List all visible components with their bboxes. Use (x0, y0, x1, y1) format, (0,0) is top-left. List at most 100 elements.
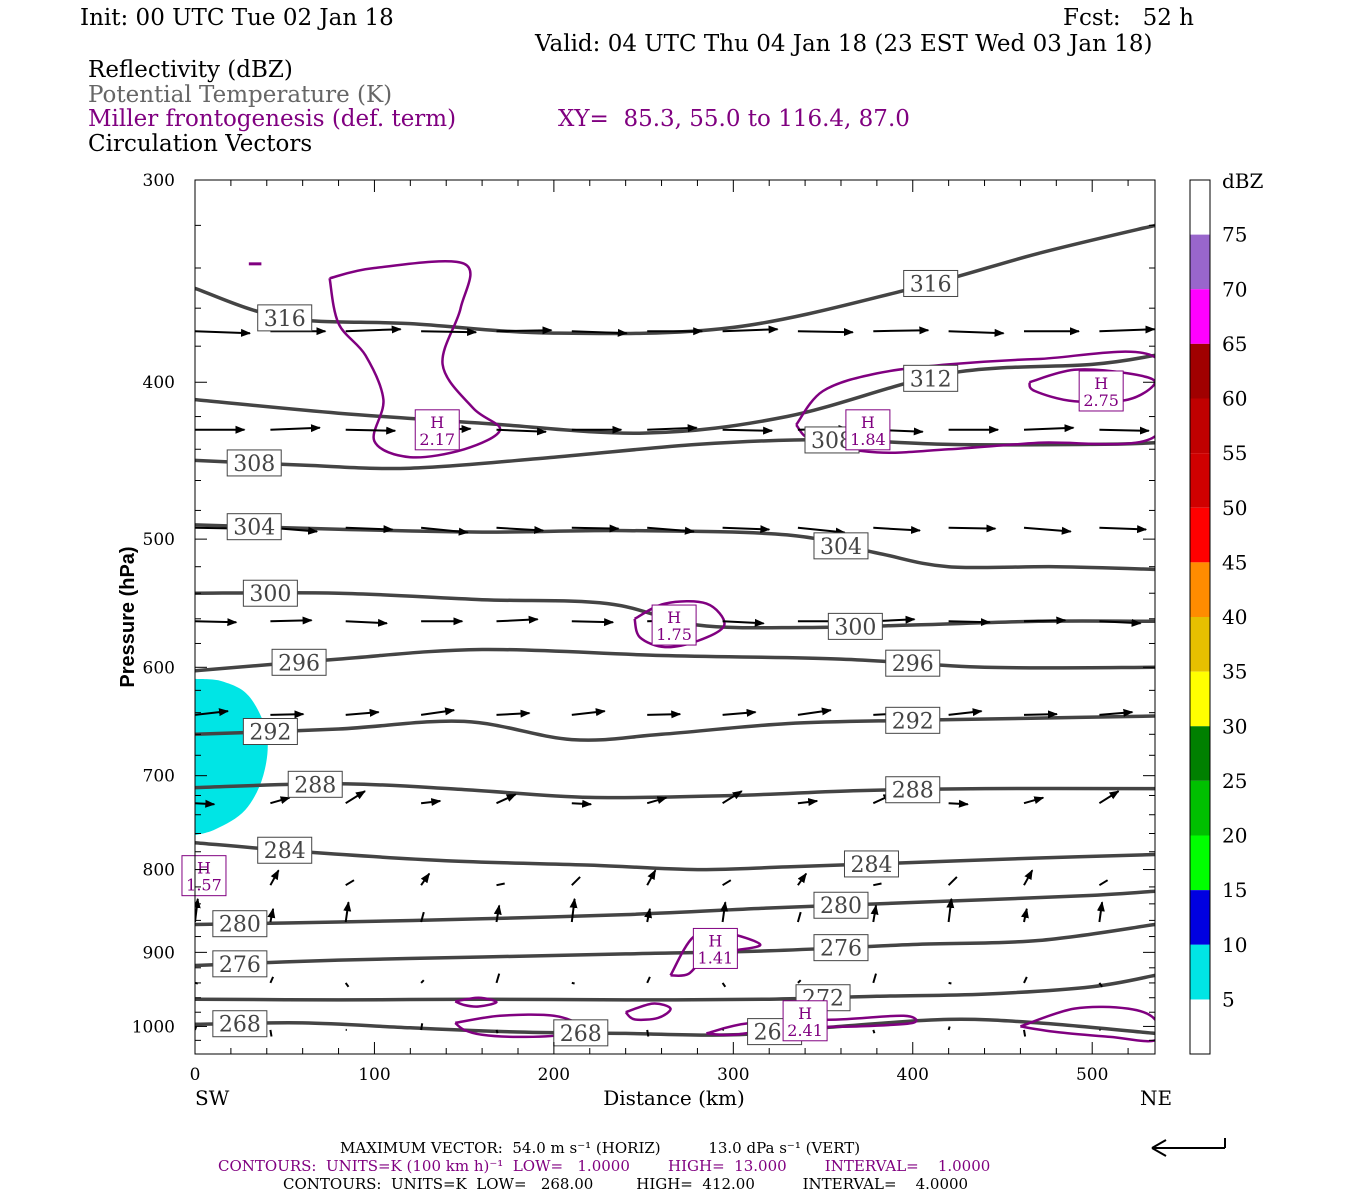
theta-label-288: 288 (885, 776, 941, 804)
circulation-vector (345, 325, 402, 334)
circulation-vector (1023, 869, 1034, 886)
colorbar-swatch (1190, 835, 1210, 891)
fronto-max-letter: H (861, 413, 875, 432)
circulation-vector (1023, 616, 1067, 625)
circulation-vector (1099, 525, 1148, 534)
colorbar-level-label: 5 (1222, 987, 1235, 1011)
circulation-vector (646, 796, 668, 805)
circulation-vector (496, 615, 539, 624)
circulation-vector (267, 907, 276, 923)
theta-label-text: 280 (219, 913, 261, 938)
circulation-vector (495, 973, 501, 984)
theta-label-box (885, 706, 941, 734)
circulation-vector (420, 979, 425, 984)
y-tick-label: 400 (143, 373, 175, 393)
fronto-max-letter: H (667, 608, 681, 627)
circulation-vector (344, 982, 350, 988)
circulation-vector (420, 872, 431, 886)
theta-contour-284 (195, 840, 1155, 872)
circulation-vector (420, 911, 425, 923)
theta-label-280: 280 (813, 891, 869, 919)
circulation-vector (270, 796, 291, 805)
theta-label-text: 284 (850, 853, 892, 878)
fronto-max-letter: H (1094, 374, 1108, 393)
theta-label-box (212, 1010, 268, 1038)
theta-label-text: 296 (892, 652, 934, 677)
fronto-contour-6 (454, 996, 498, 1008)
theta-contour-288 (195, 781, 1155, 800)
circulation-vector (721, 982, 727, 988)
reflectivity-area (195, 678, 268, 836)
circulation-vector (797, 328, 854, 337)
circulation-vector (571, 799, 593, 808)
circulation-vector (495, 1029, 499, 1034)
fronto-max-letter: H (430, 413, 444, 432)
theta-label-text: 300 (249, 582, 291, 607)
theta-label-268: 268 (212, 1010, 268, 1038)
circulation-vector (947, 1026, 951, 1031)
y-tick-label: 600 (143, 658, 175, 678)
field-vectors-title: Circulation Vectors (88, 131, 313, 157)
fronto-contour-note: CONTOURS: UNITS=K (100 km h)⁻¹ LOW= 1.00… (218, 1157, 991, 1175)
theta-label-text: 268 (219, 1013, 261, 1038)
circulation-vector (948, 799, 969, 808)
colorbar-level-label: 25 (1222, 769, 1247, 793)
theta-label-292: 292 (242, 718, 298, 746)
circulation-vector (270, 710, 305, 719)
theta-contour-300 (195, 591, 1155, 630)
theta-label-296: 296 (271, 648, 327, 676)
circulation-vector (797, 872, 808, 886)
circulation-vector (1099, 325, 1155, 334)
colorbar-level-label: 10 (1222, 933, 1247, 957)
circulation-vector (948, 618, 991, 627)
circulation-vector (872, 1029, 876, 1034)
circulation-vector (571, 981, 575, 985)
theta-label-text: 292 (892, 709, 934, 734)
theta-label-box (257, 836, 313, 864)
theta-label-text: 312 (910, 367, 952, 392)
circulation-vector (722, 525, 771, 534)
colorbar-swatch (1190, 671, 1210, 727)
circulation-vector (647, 526, 695, 535)
circulation-vector (421, 328, 478, 337)
x-tick-label: 200 (538, 1065, 570, 1085)
x-tick-label: 300 (717, 1065, 749, 1085)
theta-label-284: 284 (257, 836, 313, 864)
theta-contour-272 (195, 973, 1155, 1002)
circulation-vector (797, 707, 832, 716)
colorbar-swatch (1190, 343, 1210, 399)
fronto-contour-3 (1028, 368, 1155, 404)
y-tick-label: 500 (143, 530, 175, 550)
theta-label-box (903, 269, 959, 297)
theta-label-288: 288 (287, 770, 343, 798)
circulation-vector (873, 326, 930, 335)
theta-label-text: 304 (820, 535, 862, 560)
circulation-vector (571, 328, 628, 337)
theta-label-text: 308 (233, 452, 275, 477)
circulation-vector (946, 897, 955, 923)
theta-label-text: 292 (249, 721, 291, 746)
theta-label-316: 316 (903, 269, 959, 297)
fronto-max-2.75: H2.75 (1078, 370, 1124, 412)
circulation-vector (1023, 710, 1058, 719)
colorbar-level-label: 75 (1222, 223, 1247, 247)
circulation-vector (420, 798, 442, 806)
fronto-max-box (692, 927, 738, 969)
fronto-max-value: 2.75 (1083, 391, 1119, 410)
circulation-vector (1099, 708, 1134, 717)
colorbar-level-label: 55 (1222, 441, 1247, 465)
max-vector-arrow (1151, 1138, 1226, 1157)
field-theta-title: Potential Temperature (K) (88, 82, 393, 108)
circulation-vector (493, 904, 502, 923)
circulation-vector (646, 976, 651, 984)
theta-label-308: 308 (226, 449, 282, 477)
colorbar-swatch (1190, 289, 1210, 344)
circulation-vector (195, 618, 238, 627)
circulation-vector (873, 882, 882, 887)
circulation-vector (872, 973, 877, 984)
init-time: Init: 00 UTC Tue 02 Jan 18 (80, 5, 394, 31)
fronto-contour-2 (795, 350, 1155, 455)
theta-label-box (287, 770, 343, 798)
theta-label-text: 268 (560, 1022, 602, 1047)
fronto-max-1.75: H1.75 (651, 604, 697, 646)
